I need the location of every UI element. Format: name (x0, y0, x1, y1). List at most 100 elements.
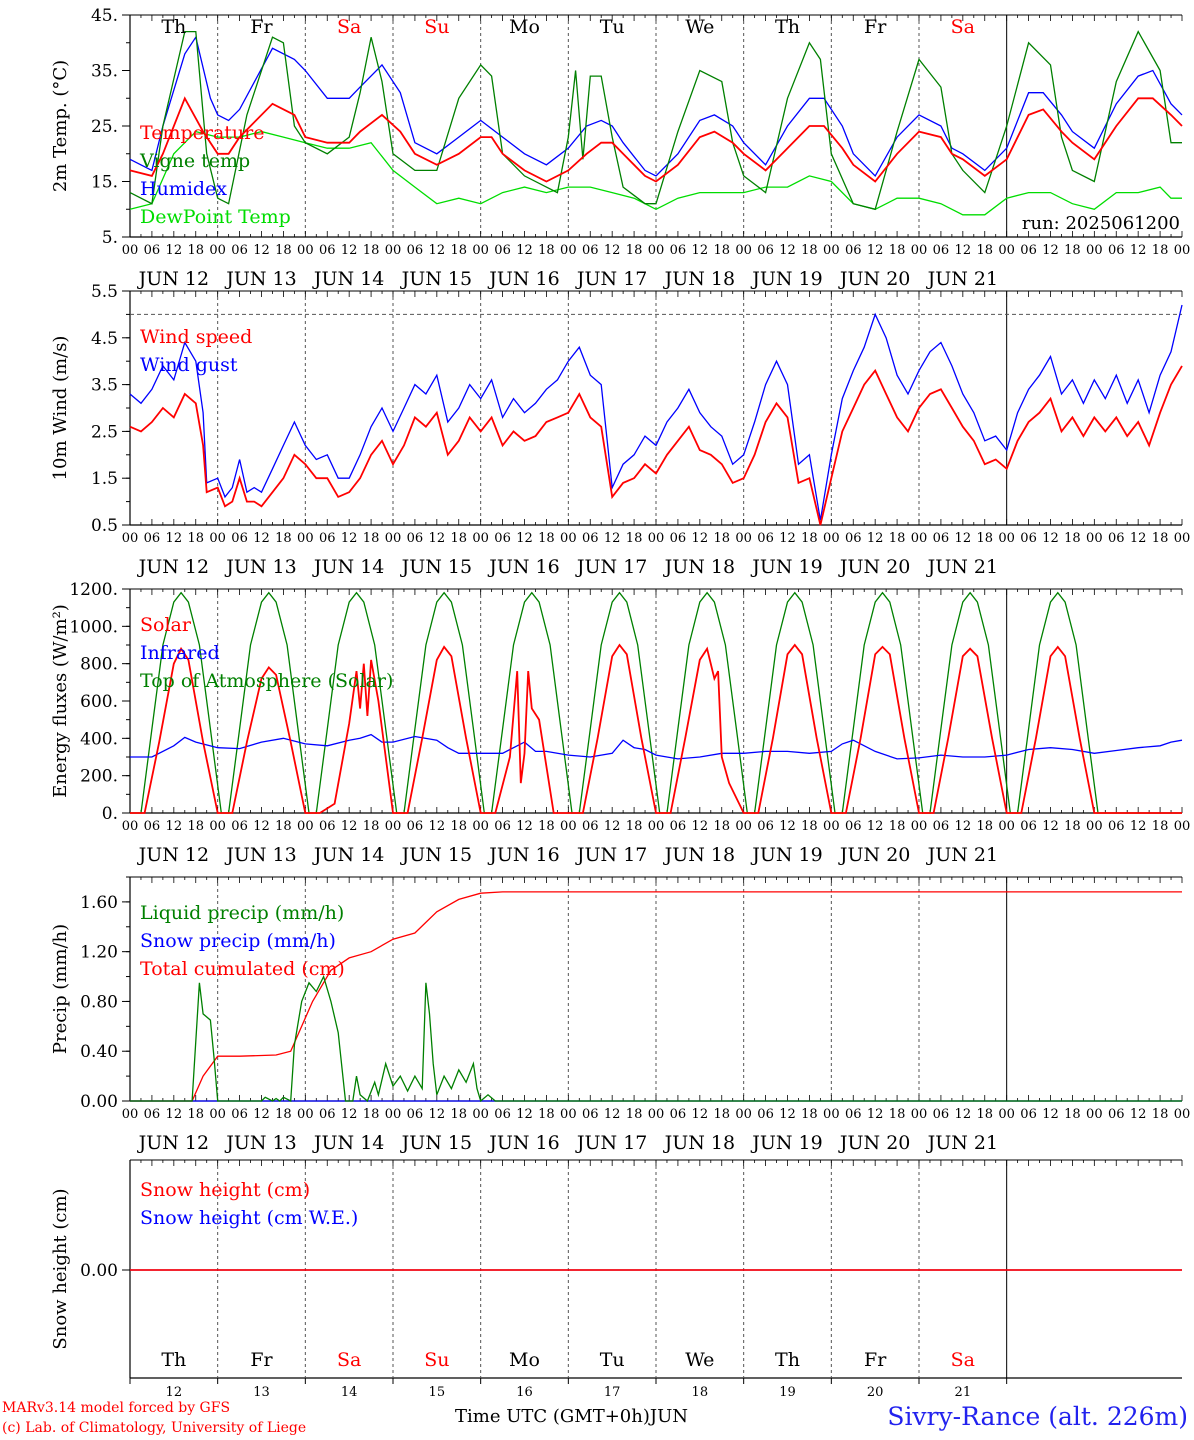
hour-label: 00 (472, 819, 489, 834)
weekday-label: Th (161, 16, 186, 38)
legend-entry: Solar (140, 614, 192, 636)
hour-label: 00 (122, 819, 139, 834)
y-tick-label: 35. (91, 62, 118, 82)
date-label: JUN 12 (137, 268, 209, 290)
legend-entry: Wind gust (140, 354, 238, 376)
hour-label: 06 (933, 819, 950, 834)
hour-label: 18 (976, 1107, 993, 1122)
y-tick-label: 4.5 (91, 329, 118, 349)
hour-label: 00 (209, 1107, 226, 1122)
run-note: run: 2025061200 (1022, 213, 1180, 234)
hour-label: 06 (582, 1107, 599, 1122)
day-number-label: 13 (253, 1385, 270, 1400)
hour-label: 00 (998, 243, 1015, 258)
hour-label: 12 (604, 531, 621, 546)
hour-label: 12 (166, 243, 183, 258)
credit-line-2: (c) Lab. of Climatology, University of L… (2, 1420, 307, 1436)
series-line (130, 643, 1182, 814)
series-line (130, 974, 1182, 1103)
weekday-label: Sa (951, 16, 975, 38)
series-line (129, 35, 1183, 177)
panel-5: 0.00 Snow height (cm) Snow height (cm) Snow… (50, 1159, 1183, 1400)
day-number-label: 12 (166, 1385, 183, 1400)
hour-label: 06 (231, 1107, 248, 1122)
weekday-label: Su (424, 16, 449, 38)
hour-label: 18 (976, 243, 993, 258)
hour-label: 06 (582, 243, 599, 258)
day-number-label: 20 (867, 1385, 884, 1400)
hour-label: 18 (1152, 819, 1169, 834)
hour-label: 12 (867, 819, 884, 834)
legend-entry: Top of Atmosphere (Solar) (140, 670, 393, 692)
weekday-label: Fr (864, 1349, 887, 1371)
hour-label: 00 (560, 1107, 577, 1122)
hour-label: 00 (648, 819, 665, 834)
hour-label: 06 (231, 819, 248, 834)
y-tick-label: 3.5 (91, 376, 118, 396)
weekday-label: Tu (600, 16, 625, 38)
day-number-label: 14 (341, 1385, 358, 1400)
hour-label: 12 (1042, 1107, 1059, 1122)
hour-label: 00 (1086, 1107, 1103, 1122)
hour-label: 18 (801, 531, 818, 546)
hour-label: 12 (341, 819, 358, 834)
hour-label: 00 (472, 531, 489, 546)
hour-label: 06 (1108, 819, 1125, 834)
hour-label: 18 (1064, 819, 1081, 834)
hour-label: 06 (407, 243, 424, 258)
hour-label: 12 (955, 531, 972, 546)
hour-label: 00 (998, 819, 1015, 834)
hour-label: 18 (1064, 243, 1081, 258)
hour-label: 18 (626, 1107, 643, 1122)
weekday-label: Fr (250, 16, 273, 38)
series-line (129, 365, 1183, 526)
day-number-label: 15 (429, 1385, 446, 1400)
hour-label: 06 (670, 1107, 687, 1122)
weekday-label: Th (161, 1349, 186, 1371)
hour-label: 18 (801, 819, 818, 834)
hour-label: 00 (735, 243, 752, 258)
hour-label: 06 (231, 243, 248, 258)
hour-label: 18 (889, 243, 906, 258)
hour-label: 18 (275, 819, 292, 834)
hour-label: 12 (867, 531, 884, 546)
date-label: JUN 18 (663, 268, 735, 290)
hour-label: 06 (1108, 531, 1125, 546)
y-axis-label: Precip (mm/h) (50, 924, 71, 1054)
date-label: JUN 21 (926, 268, 998, 290)
panel-3: 0. 200. 400. 600. 800. 1000. 1200. Energy fluxe… (50, 580, 1190, 866)
date-label: JUN 14 (312, 556, 384, 578)
hour-label: 18 (976, 531, 993, 546)
hour-label: 18 (450, 819, 467, 834)
panel-4: 0.00 0.40 0.80 1.20 1.60 Precip (mm/h) Liquid … (50, 876, 1190, 1154)
hour-label: 00 (385, 243, 402, 258)
hour-label: 06 (670, 531, 687, 546)
station-name: Sivry-Rance (alt. 226m) (887, 1402, 1188, 1431)
hour-label: 06 (494, 1107, 511, 1122)
hour-label: 18 (1064, 531, 1081, 546)
weekday-label: Sa (951, 1349, 975, 1371)
legend-entry: Infrared (140, 642, 220, 664)
hour-label: 00 (911, 1107, 928, 1122)
hour-label: 18 (275, 531, 292, 546)
hour-label: 12 (429, 531, 446, 546)
y-tick-label: 5. (102, 228, 118, 248)
weekday-label: We (685, 16, 714, 38)
date-label: JUN 20 (838, 556, 910, 578)
date-label: JUN 12 (137, 1132, 209, 1154)
hour-label: 12 (429, 819, 446, 834)
weekday-label: Sa (337, 16, 361, 38)
hour-label: 00 (998, 1107, 1015, 1122)
y-tick-label: 15. (91, 173, 118, 193)
date-label: JUN 20 (838, 268, 910, 290)
y-tick-label: 0.00 (80, 1092, 118, 1112)
hour-label: 12 (516, 819, 533, 834)
y-tick-label: 1200. (69, 580, 118, 600)
hour-label: 06 (494, 243, 511, 258)
hour-label: 12 (692, 1107, 709, 1122)
date-label: JUN 12 (137, 844, 209, 866)
date-label: JUN 16 (487, 268, 559, 290)
hour-label: 00 (560, 819, 577, 834)
hour-label: 12 (516, 243, 533, 258)
hour-label: 06 (1020, 819, 1037, 834)
